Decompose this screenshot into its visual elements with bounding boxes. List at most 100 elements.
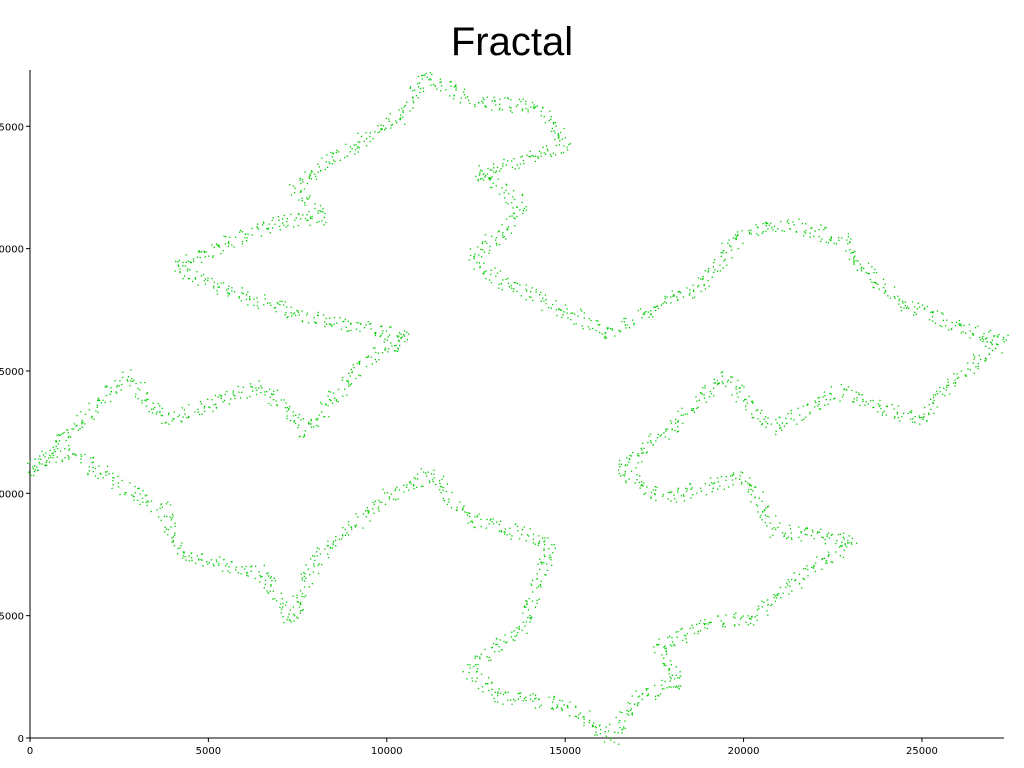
scatter-point bbox=[581, 310, 583, 312]
scatter-point bbox=[855, 391, 857, 393]
scatter-point bbox=[646, 695, 648, 697]
scatter-point bbox=[522, 612, 524, 614]
scatter-point bbox=[301, 321, 304, 323]
scatter-point bbox=[257, 387, 260, 389]
scatter-point bbox=[539, 294, 541, 296]
scatter-point bbox=[152, 402, 154, 404]
scatter-point bbox=[161, 422, 163, 425]
scatter-point bbox=[130, 494, 133, 496]
scatter-point bbox=[752, 624, 755, 626]
scatter-point bbox=[191, 559, 193, 562]
scatter-point bbox=[529, 621, 531, 623]
scatter-point bbox=[406, 101, 408, 103]
scatter-point bbox=[956, 373, 958, 375]
scatter-point bbox=[893, 417, 896, 419]
scatter-point bbox=[296, 601, 298, 603]
scatter-point bbox=[984, 359, 987, 362]
scatter-point bbox=[297, 213, 299, 215]
scatter-point bbox=[670, 664, 672, 666]
scatter-point bbox=[530, 698, 532, 700]
scatter-point bbox=[609, 327, 612, 330]
scatter-point bbox=[504, 531, 506, 533]
scatter-point bbox=[623, 317, 625, 320]
x-tick-label: 25000 bbox=[906, 746, 938, 757]
scatter-point bbox=[330, 400, 332, 402]
scatter-point bbox=[257, 301, 259, 303]
scatter-point bbox=[664, 297, 666, 300]
scatter-point bbox=[488, 689, 490, 692]
scatter-point bbox=[412, 97, 414, 99]
scatter-point bbox=[173, 411, 175, 413]
scatter-point bbox=[382, 330, 384, 332]
scatter-point bbox=[813, 566, 815, 568]
scatter-point bbox=[523, 606, 526, 608]
scatter-point bbox=[378, 510, 380, 512]
scatter-point bbox=[354, 149, 357, 151]
scatter-point bbox=[441, 85, 443, 87]
scatter-point bbox=[326, 545, 328, 547]
scatter-point bbox=[704, 270, 707, 272]
scatter-point bbox=[629, 703, 631, 705]
scatter-point bbox=[640, 481, 643, 483]
scatter-point bbox=[663, 688, 665, 690]
scatter-point bbox=[395, 488, 397, 490]
scatter-point bbox=[188, 560, 191, 562]
scatter-point bbox=[839, 555, 841, 557]
scatter-point bbox=[181, 407, 183, 409]
scatter-point bbox=[779, 416, 781, 419]
scatter-point bbox=[494, 701, 496, 703]
scatter-point bbox=[321, 220, 323, 222]
scatter-point bbox=[285, 402, 287, 404]
scatter-point bbox=[493, 96, 495, 99]
scatter-point bbox=[88, 409, 91, 411]
scatter-point bbox=[1007, 334, 1009, 336]
scatter-point bbox=[375, 331, 377, 334]
scatter-point bbox=[550, 556, 552, 558]
scatter-point bbox=[313, 426, 315, 428]
scatter-point bbox=[306, 312, 309, 314]
scatter-point bbox=[499, 98, 501, 100]
scatter-point bbox=[297, 310, 299, 312]
scatter-point bbox=[304, 171, 306, 173]
scatter-point bbox=[324, 404, 327, 406]
scatter-point bbox=[406, 339, 409, 341]
scatter-point bbox=[347, 380, 349, 382]
scatter-point bbox=[604, 731, 606, 733]
scatter-point bbox=[735, 401, 737, 403]
scatter-point bbox=[545, 145, 548, 147]
scatter-point bbox=[33, 471, 35, 473]
scatter-point bbox=[429, 78, 431, 80]
scatter-point bbox=[972, 333, 974, 335]
scatter-point bbox=[142, 490, 144, 492]
scatter-point bbox=[389, 326, 391, 328]
scatter-point bbox=[497, 692, 499, 695]
scatter-point bbox=[864, 404, 866, 406]
scatter-point bbox=[690, 497, 692, 499]
scatter-point bbox=[761, 519, 763, 521]
scatter-point bbox=[752, 402, 754, 404]
scatter-point bbox=[420, 87, 422, 90]
scatter-point bbox=[226, 390, 228, 393]
scatter-point bbox=[923, 413, 925, 415]
scatter-point bbox=[205, 251, 207, 253]
scatter-point bbox=[106, 471, 108, 473]
scatter-point bbox=[355, 513, 357, 515]
scatter-point bbox=[632, 452, 634, 454]
scatter-point bbox=[534, 160, 536, 163]
scatter-point bbox=[914, 306, 916, 308]
scatter-point bbox=[229, 571, 231, 574]
scatter-point bbox=[357, 132, 359, 134]
scatter-point bbox=[247, 291, 249, 293]
scatter-point bbox=[974, 356, 976, 358]
scatter-point bbox=[296, 594, 298, 596]
scatter-point bbox=[827, 551, 830, 553]
scatter-point bbox=[552, 708, 554, 710]
scatter-point bbox=[526, 290, 528, 292]
scatter-point bbox=[450, 85, 452, 87]
scatter-point bbox=[475, 680, 477, 683]
scatter-point bbox=[314, 321, 316, 323]
scatter-point bbox=[822, 537, 824, 539]
scatter-point bbox=[525, 621, 527, 623]
scatter-point bbox=[470, 254, 472, 257]
scatter-point bbox=[541, 561, 543, 563]
